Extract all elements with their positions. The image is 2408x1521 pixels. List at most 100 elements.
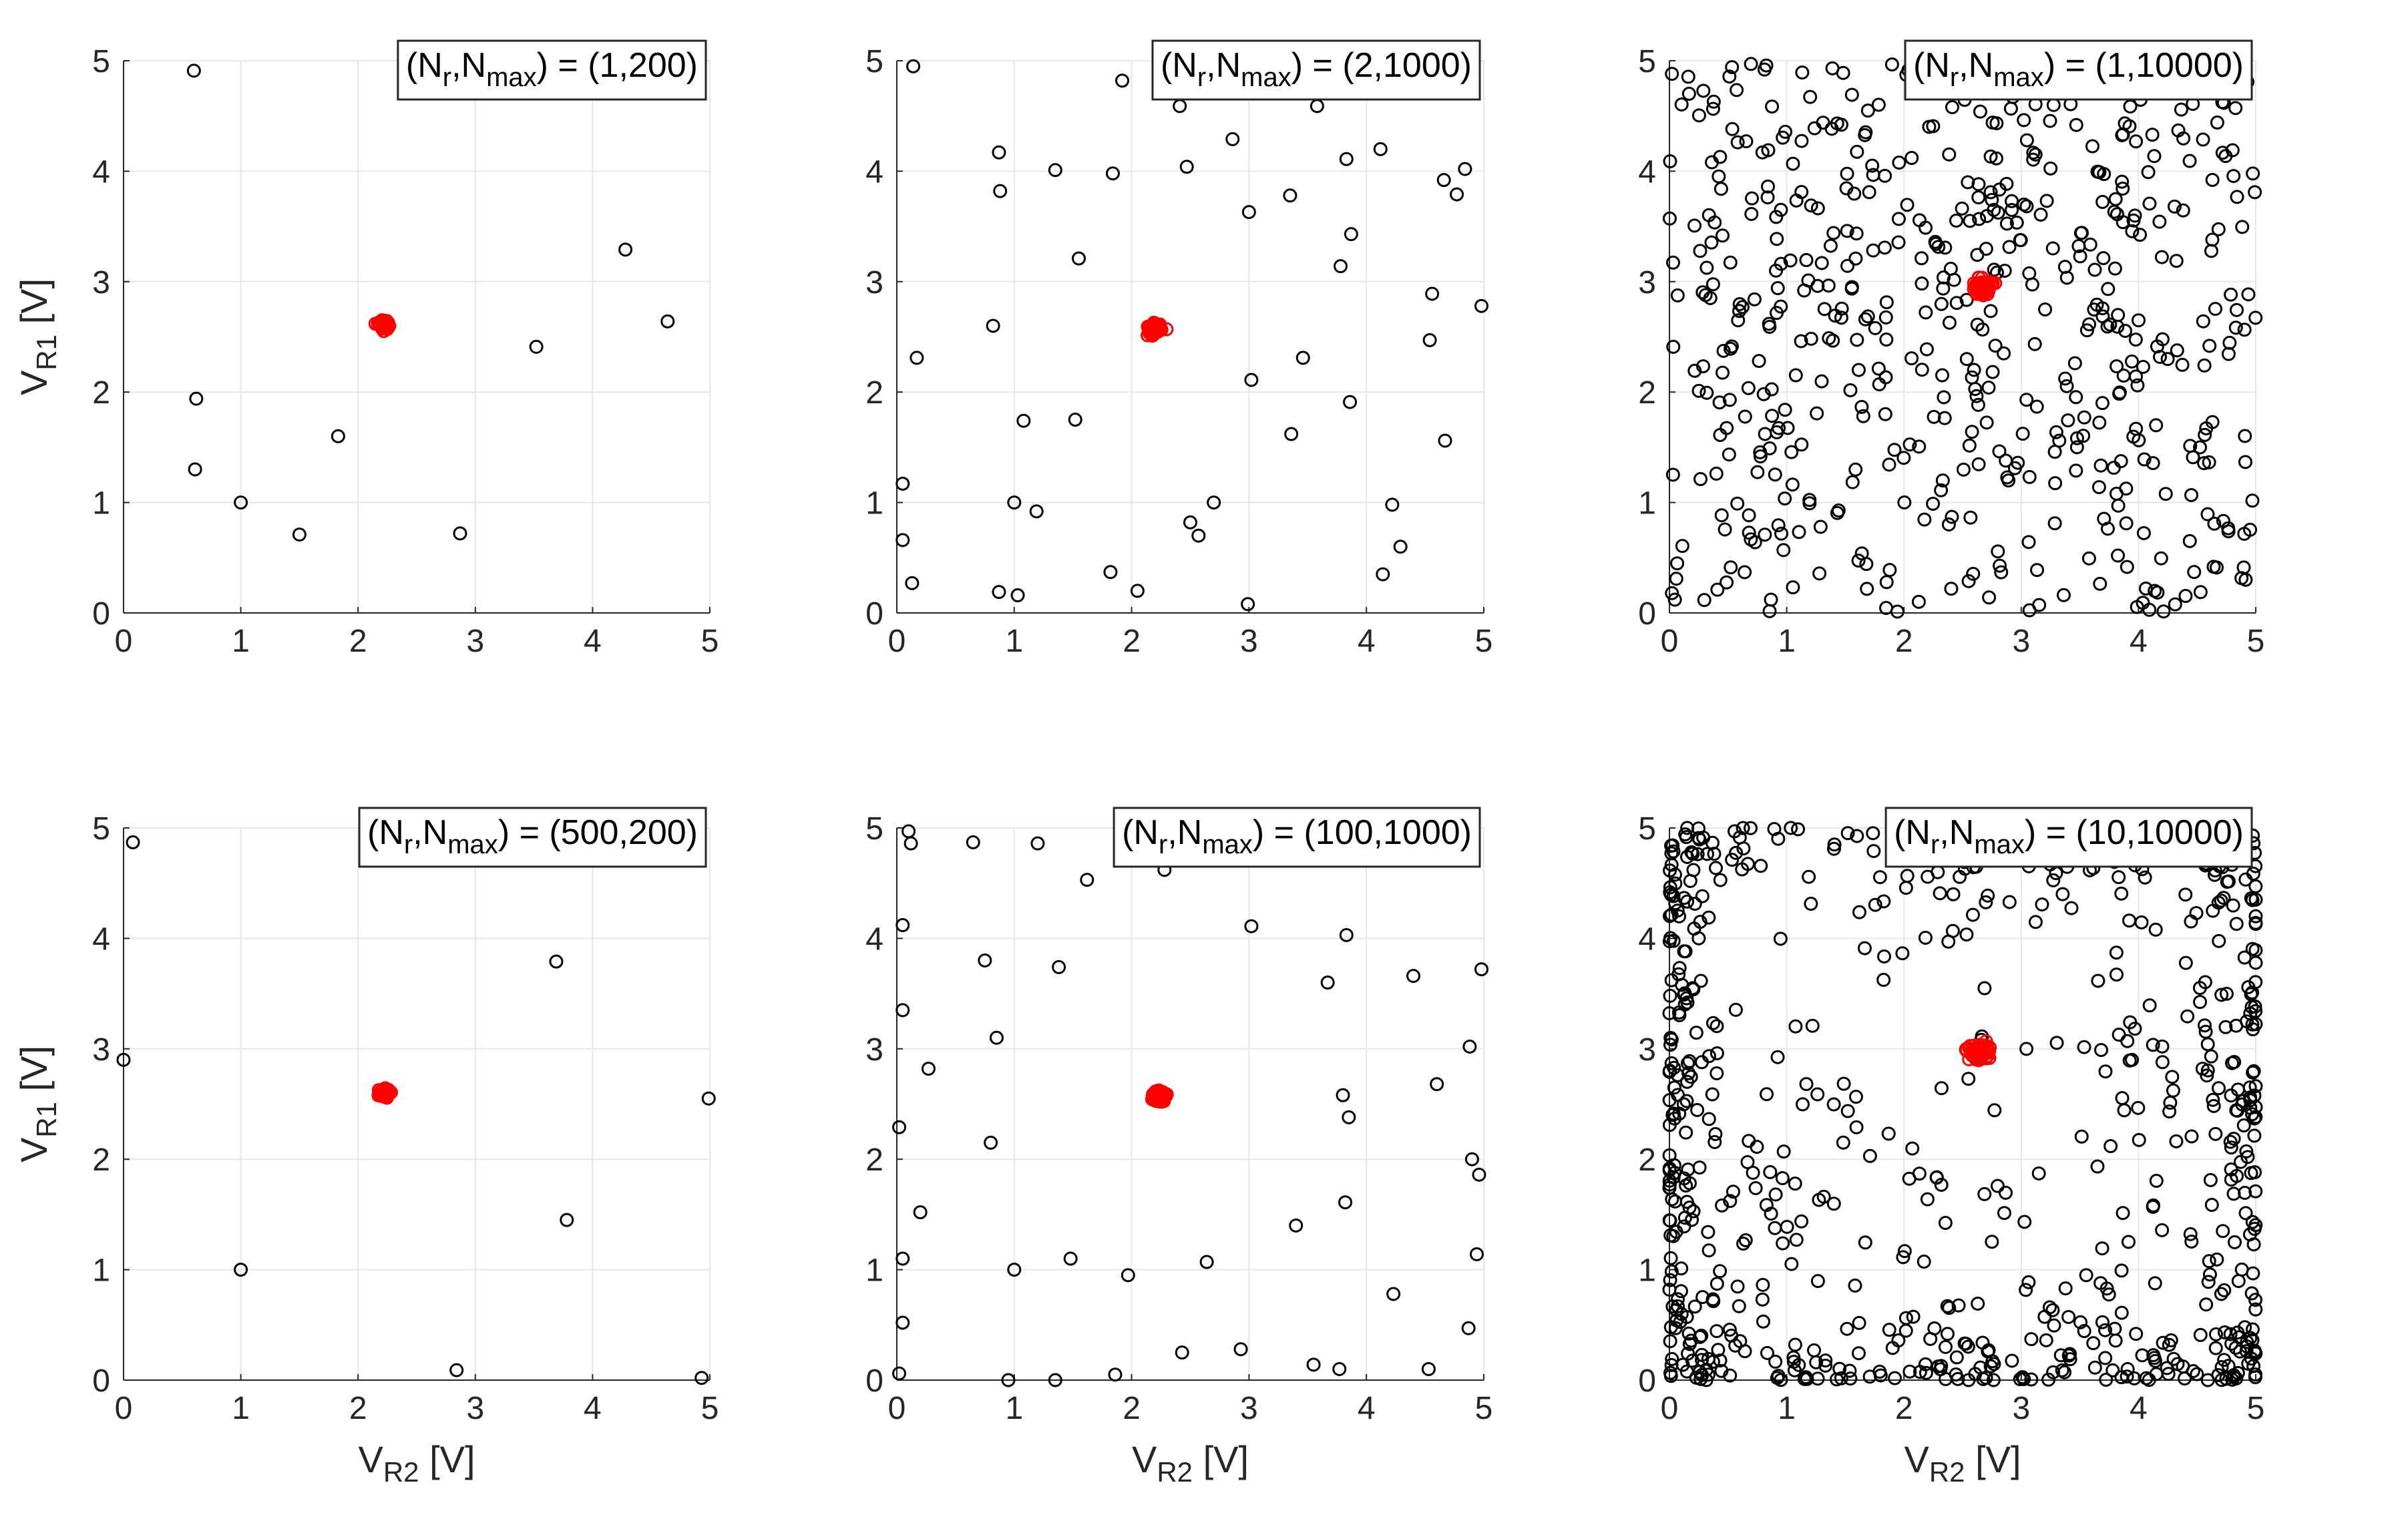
scatter-point <box>1667 592 1682 607</box>
x-tick-label: 3 <box>466 624 484 659</box>
scatter-point <box>2229 302 2244 317</box>
scatter-point <box>1765 99 1780 114</box>
scatter-point <box>1983 304 1998 318</box>
scatter-point <box>2200 1063 2215 1078</box>
scatter-point <box>2214 988 2229 1002</box>
scatter-point <box>2089 297 2104 312</box>
scatter-point <box>2107 204 2122 219</box>
scatter-point <box>1768 467 1782 482</box>
scatter-point <box>2069 431 2084 445</box>
scatter-point <box>1722 69 1737 84</box>
scatter-point <box>2224 1172 2238 1187</box>
scatter-point <box>1850 333 1864 347</box>
scatter-point <box>1830 505 1844 520</box>
scatter-point <box>2126 429 2141 444</box>
scatter-point <box>1927 409 1941 424</box>
scatter-point <box>1840 258 1855 273</box>
scatter-point <box>1667 1060 1681 1075</box>
scatter-point <box>2248 1218 2263 1233</box>
scatter-point <box>1691 821 1705 836</box>
scatter-point <box>1708 1134 1722 1149</box>
scatter-point <box>2241 980 2256 994</box>
scatter-point <box>2074 1129 2089 1144</box>
scatter-point <box>2026 152 2041 167</box>
y-axis-label: VR1 [V] <box>13 1046 62 1162</box>
scatter-point <box>1816 1189 1831 1204</box>
scatter-point <box>2235 220 2250 234</box>
scatter-point <box>1664 1264 1679 1279</box>
scatter-point <box>2042 1300 2057 1315</box>
scatter-point <box>1007 495 1022 510</box>
scatter-point <box>1832 1361 1847 1376</box>
scatter-point <box>1882 1323 1896 1337</box>
scatter-point <box>1386 1287 1401 1301</box>
scatter-point <box>1784 445 1799 459</box>
scatter-point <box>2077 1040 2091 1054</box>
scatter-point <box>1694 1353 1709 1367</box>
scatter-point <box>1714 508 1729 523</box>
scatter-point <box>1992 444 2007 459</box>
scatter-point <box>1778 124 1793 139</box>
scatter-point <box>1679 1310 1694 1325</box>
scatter-point <box>1934 296 1949 311</box>
scatter-point <box>1730 496 1745 511</box>
scatter-point <box>2228 101 2243 116</box>
scatter-point <box>1199 1255 1214 1269</box>
x-tick-label: 0 <box>888 624 906 659</box>
scatter-point <box>2005 1353 2019 1368</box>
scatter-point <box>1934 1081 1949 1096</box>
scatter-point <box>1860 582 1874 596</box>
scatter-point <box>2223 1134 2238 1149</box>
scatter-point <box>1736 841 1751 856</box>
y-tick-label: 4 <box>1638 921 1656 957</box>
scatter-point <box>1771 518 1786 533</box>
scatter-point <box>1879 333 1894 347</box>
scatter-point <box>2187 565 2202 580</box>
red-cluster-point <box>1977 283 1992 298</box>
scatter-point <box>992 585 1006 600</box>
scatter-point <box>1778 491 1792 506</box>
scatter-point <box>2133 228 2148 242</box>
scatter-point <box>2106 461 2121 475</box>
plot-area <box>897 828 1484 1380</box>
scatter-point <box>2114 886 2129 901</box>
y-tick-label: 2 <box>92 375 110 411</box>
scatter-point <box>1840 1321 1854 1336</box>
scatter-point <box>2090 164 2105 179</box>
scatter-point <box>1720 575 1734 590</box>
scatter-point <box>1745 191 1760 206</box>
scatter-point <box>2227 1235 2242 1249</box>
red-cluster-point <box>382 318 397 333</box>
scatter-point <box>1896 1250 1911 1265</box>
scatter-point <box>2198 975 2212 990</box>
scatter-point <box>1805 1018 1820 1033</box>
scatter-point <box>1940 1327 1955 1341</box>
scatter-point <box>1999 216 2014 231</box>
scatter-point <box>2237 950 2252 965</box>
scatter-point <box>2244 1286 2259 1301</box>
scatter-point <box>2175 357 2190 372</box>
scatter-point <box>1207 495 1221 510</box>
scatter-point <box>2111 498 2126 513</box>
scatter-point <box>1728 1338 1743 1353</box>
scatter-point <box>1943 262 1958 276</box>
y-tick-label: 3 <box>92 1032 110 1068</box>
scatter-point <box>2202 1267 2217 1282</box>
scatter-point <box>1933 886 1947 901</box>
red-cluster-point <box>1959 1042 1973 1056</box>
scatter-point <box>2178 887 2193 902</box>
scatter-point <box>1802 496 1817 511</box>
scatter-point <box>1683 1070 1698 1084</box>
scatter-point <box>2026 146 2041 160</box>
scatter-point <box>2154 551 2168 566</box>
scatter-point <box>2128 333 2143 347</box>
y-tick-label: 4 <box>1638 154 1656 190</box>
scatter-point <box>2129 369 2144 384</box>
scatter-point <box>1848 462 1863 477</box>
scatter-point <box>2021 535 2036 550</box>
scatter-point <box>1740 1155 1755 1170</box>
scatter-point <box>1030 836 1045 851</box>
y-tick-label: 3 <box>1638 1032 1656 1068</box>
gridlines <box>1669 827 2256 1381</box>
scatter-point <box>1739 134 1754 149</box>
